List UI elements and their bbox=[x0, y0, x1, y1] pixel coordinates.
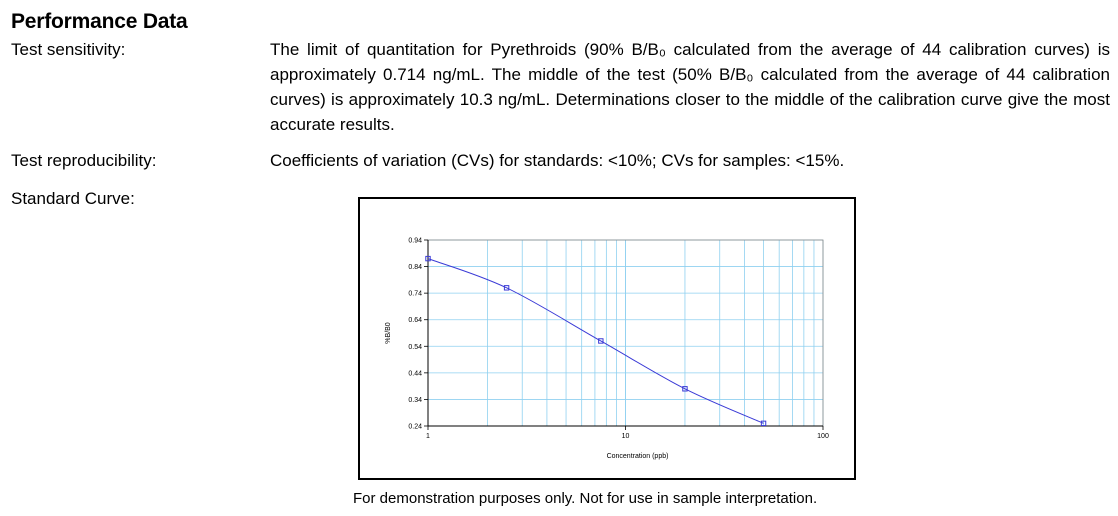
y-tick-label: 0.74 bbox=[408, 291, 422, 298]
test-reproducibility-label: Test reproducibility: bbox=[11, 151, 157, 170]
test-reproducibility-text: Coefficients of variation (CVs) for stan… bbox=[270, 151, 845, 170]
y-tick-label: 0.54 bbox=[408, 344, 422, 351]
y-axis-title: %B/B0 bbox=[385, 322, 392, 344]
demonstration-caption: For demonstration purposes only. Not for… bbox=[353, 490, 818, 507]
data-point bbox=[425, 255, 431, 262]
data-point bbox=[503, 285, 510, 291]
standard-curve-label: Standard Curve: bbox=[11, 189, 135, 208]
data-point bbox=[760, 420, 767, 427]
x-axis-ticks: 1 10 100 bbox=[426, 426, 829, 440]
y-tick-label: 0.94 bbox=[408, 238, 422, 245]
y-tick-label: 0.64 bbox=[408, 317, 422, 324]
x-tick-label: 1 bbox=[426, 433, 430, 440]
test-sensitivity-text: The limit of quantitation for Pyrethroid… bbox=[270, 40, 1110, 134]
chart-series bbox=[425, 255, 767, 427]
x-tick-label: 100 bbox=[817, 433, 829, 440]
chart-grid bbox=[427, 239, 824, 427]
x-tick-label: 10 bbox=[622, 433, 630, 440]
data-point bbox=[682, 386, 688, 392]
y-tick-label: 0.24 bbox=[408, 424, 422, 431]
test-sensitivity-label: Test sensitivity: bbox=[11, 40, 126, 59]
y-tick-label: 0.34 bbox=[408, 397, 422, 404]
standard-curve-chart: 0.94 0.84 0.74 0.64 0.54 0.44 0.34 0.24 1 10 100 … bbox=[358, 197, 856, 480]
standard-curve-line bbox=[427, 258, 764, 424]
y-tick-label: 0.84 bbox=[408, 264, 422, 271]
x-axis-title: Concentration (ppb) bbox=[607, 453, 669, 460]
data-point bbox=[598, 338, 604, 344]
y-tick-label: 0.44 bbox=[408, 370, 422, 377]
standard-curve-plot: 0.940.840.740.640.540.440.340.24 1 10 100 … bbox=[385, 238, 829, 461]
section-heading: Performance Data bbox=[11, 10, 188, 33]
y-axis-ticks: 0.94 0.84 0.74 0.64 0.54 0.44 0.34 0.24 bbox=[408, 238, 428, 431]
